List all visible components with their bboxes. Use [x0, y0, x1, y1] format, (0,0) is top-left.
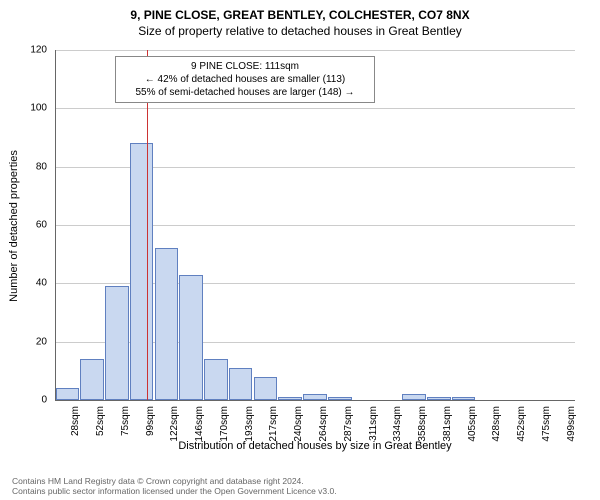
histogram-bar [452, 397, 476, 400]
y-axis-line [55, 50, 56, 400]
annotation-line: ← 42% of detached houses are smaller (11… [122, 73, 368, 86]
histogram-bar [56, 388, 80, 400]
y-tick-label: 40 [17, 278, 47, 289]
histogram-bar [105, 286, 129, 400]
chart-title-main: 9, PINE CLOSE, GREAT BENTLEY, COLCHESTER… [0, 0, 600, 22]
x-axis-label: Distribution of detached houses by size … [55, 440, 575, 452]
y-tick-label: 0 [17, 395, 47, 406]
footer-attribution: Contains HM Land Registry data © Crown c… [12, 476, 337, 496]
histogram-bar [427, 397, 451, 400]
histogram-bar [328, 397, 352, 400]
y-tick-label: 120 [17, 45, 47, 56]
annotation-line: 55% of semi-detached houses are larger (… [122, 86, 368, 99]
footer-line-2: Contains public sector information licen… [12, 486, 337, 496]
plot-region: 02040608010012028sqm52sqm75sqm99sqm122sq… [55, 50, 575, 400]
y-tick-label: 100 [17, 103, 47, 114]
y-tick-label: 20 [17, 336, 47, 347]
histogram-bar [229, 368, 253, 400]
histogram-bar [155, 248, 179, 400]
histogram-bar [204, 359, 228, 400]
grid-line [55, 50, 575, 51]
histogram-bar [80, 359, 104, 400]
chart-title-sub: Size of property relative to detached ho… [0, 22, 600, 38]
histogram-bar [278, 397, 302, 400]
y-tick-label: 80 [17, 161, 47, 172]
grid-line [55, 108, 575, 109]
y-tick-label: 60 [17, 220, 47, 231]
footer-line-1: Contains HM Land Registry data © Crown c… [12, 476, 337, 486]
annotation-box: 9 PINE CLOSE: 111sqm← 42% of detached ho… [115, 56, 375, 103]
histogram-bar [130, 143, 154, 400]
x-axis-line [55, 400, 575, 401]
chart-plot-area: 02040608010012028sqm52sqm75sqm99sqm122sq… [55, 50, 575, 400]
histogram-bar [254, 377, 278, 400]
annotation-line: 9 PINE CLOSE: 111sqm [122, 60, 368, 73]
histogram-bar [402, 394, 426, 400]
histogram-bar [303, 394, 327, 400]
histogram-bar [179, 275, 203, 400]
